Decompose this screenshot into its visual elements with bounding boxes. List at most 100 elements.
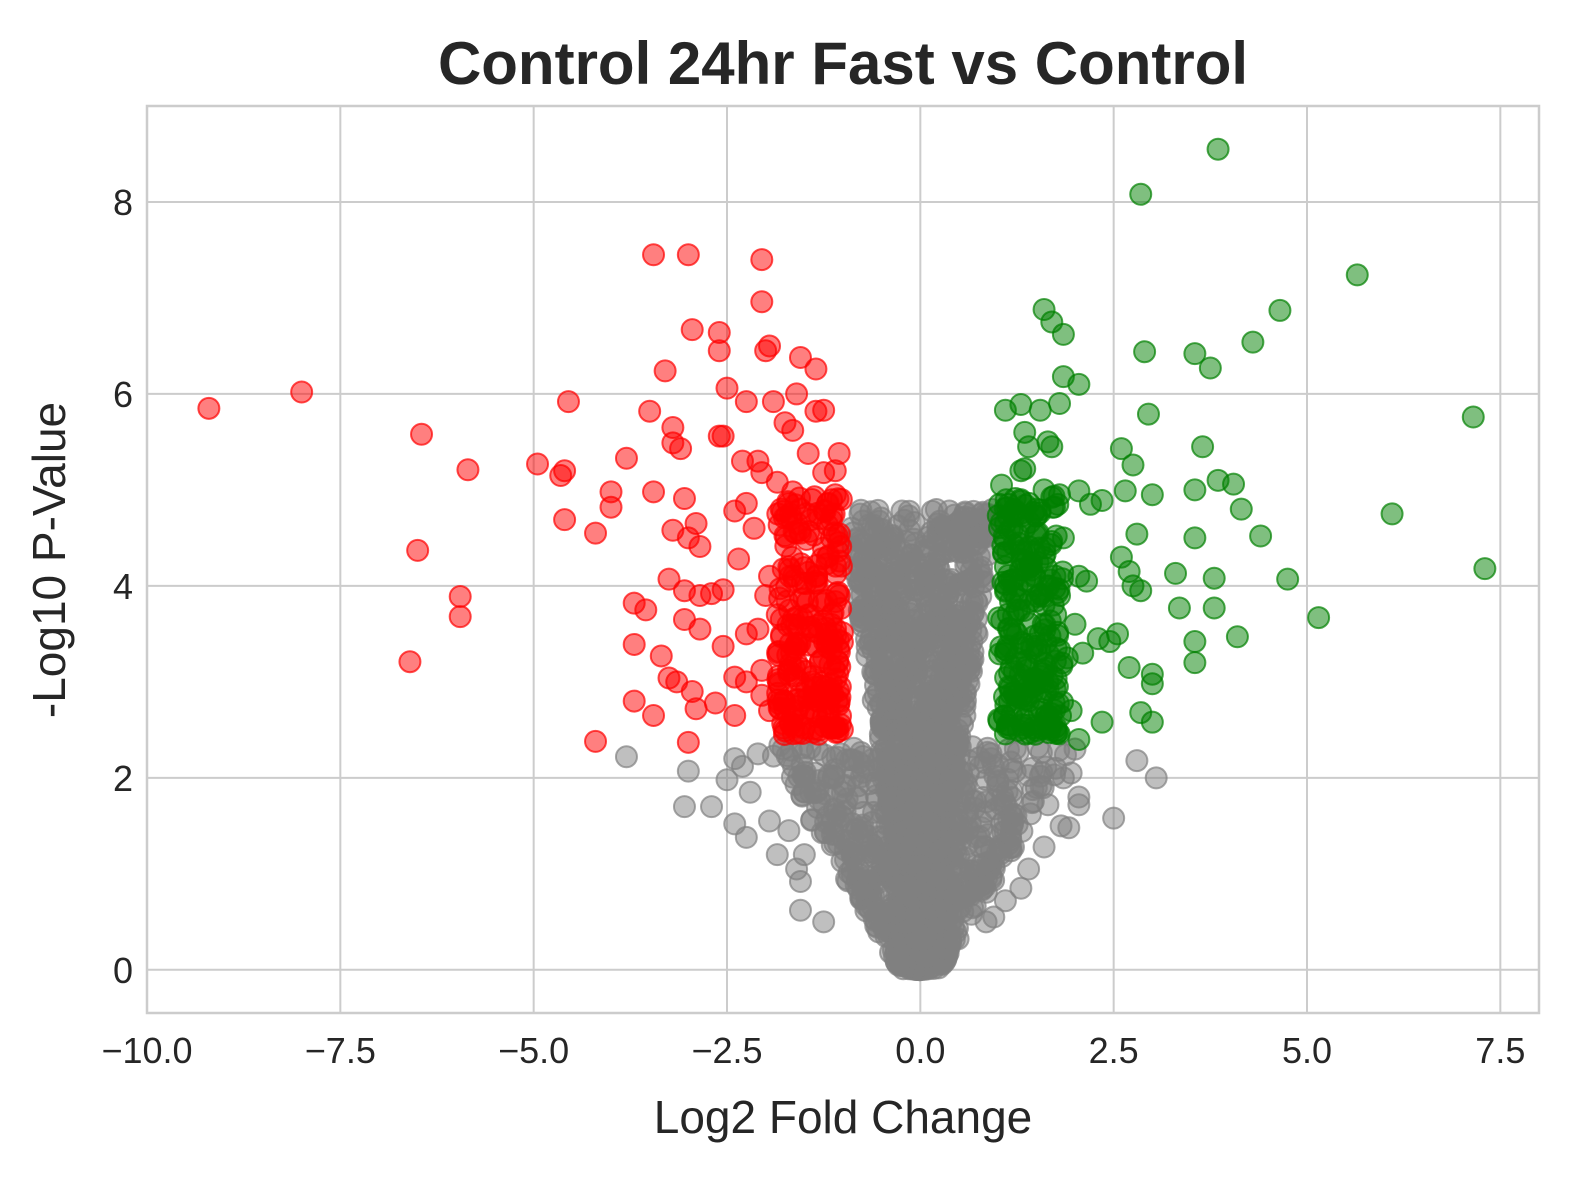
point-up <box>1028 398 1052 422</box>
point-ns <box>891 881 915 905</box>
point-down <box>684 512 708 536</box>
point-ns <box>792 843 816 867</box>
x-tick-label: −7.5 <box>305 1030 376 1071</box>
point-up <box>997 569 1021 593</box>
point-down <box>669 437 693 461</box>
point-up <box>1202 566 1226 590</box>
point-up <box>1001 502 1025 526</box>
point-ns <box>734 825 758 849</box>
point-up <box>1183 651 1207 675</box>
point-ns <box>1024 775 1048 799</box>
point-up <box>1125 522 1149 546</box>
point-up <box>1268 298 1292 322</box>
point-down <box>727 547 751 571</box>
point-ns <box>832 775 856 799</box>
point-ns <box>938 666 962 690</box>
point-down <box>688 617 712 641</box>
point-up <box>1005 598 1029 622</box>
point-ns <box>1036 793 1060 817</box>
point-up <box>1043 564 1067 588</box>
point-down <box>657 567 681 591</box>
point-up <box>1063 612 1087 636</box>
point-down <box>448 605 472 629</box>
x-axis-ticks: −10.0 −7.5 −5.0 −2.5 0.0 2.5 5.0 7.5 <box>101 1030 1525 1071</box>
x-tick-label: 5.0 <box>1282 1030 1332 1071</box>
point-ns <box>957 568 981 592</box>
point-up <box>1380 502 1404 526</box>
point-down <box>723 703 747 727</box>
point-ns <box>976 736 1000 760</box>
point-ns <box>672 795 696 819</box>
point-up <box>1109 437 1133 461</box>
point-down <box>553 508 577 532</box>
point-up <box>1345 263 1369 287</box>
point-down <box>638 399 662 423</box>
point-up <box>1473 557 1497 581</box>
point-down <box>785 631 809 655</box>
point-down <box>703 691 727 715</box>
point-ns <box>870 715 894 739</box>
point-ns <box>902 654 926 678</box>
point-down <box>642 480 666 504</box>
point-down <box>614 446 638 470</box>
point-up <box>997 713 1021 737</box>
point-up <box>1183 526 1207 550</box>
point-ns <box>1051 766 1075 790</box>
point-up <box>1225 625 1249 649</box>
point-up <box>1198 356 1222 380</box>
point-up <box>1051 322 1075 346</box>
point-down <box>823 459 847 483</box>
point-down <box>812 398 836 422</box>
point-down <box>773 697 797 721</box>
point-ns <box>700 795 724 819</box>
point-down <box>816 545 840 569</box>
x-tick-label: 7.5 <box>1475 1030 1525 1071</box>
point-up <box>1117 655 1141 679</box>
point-ns <box>874 778 898 802</box>
point-up <box>1051 526 1075 550</box>
point-down <box>723 499 747 523</box>
point-down <box>769 497 793 521</box>
point-ns <box>812 910 836 934</box>
point-ns <box>1000 779 1024 803</box>
y-tick-label: 4 <box>113 566 133 607</box>
point-down <box>758 564 782 588</box>
point-up <box>1276 567 1300 591</box>
point-ns <box>921 881 945 905</box>
point-up <box>1164 561 1188 585</box>
point-down <box>526 452 550 476</box>
point-ns <box>1125 749 1149 773</box>
point-down <box>556 390 580 414</box>
point-up <box>1020 574 1044 598</box>
point-ns <box>956 817 980 841</box>
y-tick-label: 8 <box>113 182 133 223</box>
point-ns <box>614 745 638 769</box>
point-ns <box>913 575 937 599</box>
point-down <box>676 243 700 267</box>
point-ns <box>777 819 801 843</box>
point-up <box>1017 713 1041 737</box>
point-down <box>773 719 797 743</box>
point-ns <box>1009 876 1033 900</box>
point-up <box>1129 182 1153 206</box>
point-ns <box>884 938 908 962</box>
point-up <box>1202 596 1226 620</box>
point-down <box>804 357 828 381</box>
point-up <box>1206 137 1230 161</box>
point-up <box>1086 627 1110 651</box>
point-down <box>754 583 778 607</box>
point-ns <box>919 697 943 721</box>
point-down <box>796 441 820 465</box>
point-ns <box>901 855 925 879</box>
point-down <box>406 538 430 562</box>
point-down <box>711 634 735 658</box>
point-up <box>1241 330 1265 354</box>
point-down <box>781 418 805 442</box>
point-ns <box>971 877 995 901</box>
point-ns <box>926 837 950 861</box>
point-ns <box>862 841 886 865</box>
point-ns <box>858 898 882 922</box>
point-down <box>750 248 774 272</box>
point-down <box>622 632 646 656</box>
point-up <box>1075 569 1099 593</box>
